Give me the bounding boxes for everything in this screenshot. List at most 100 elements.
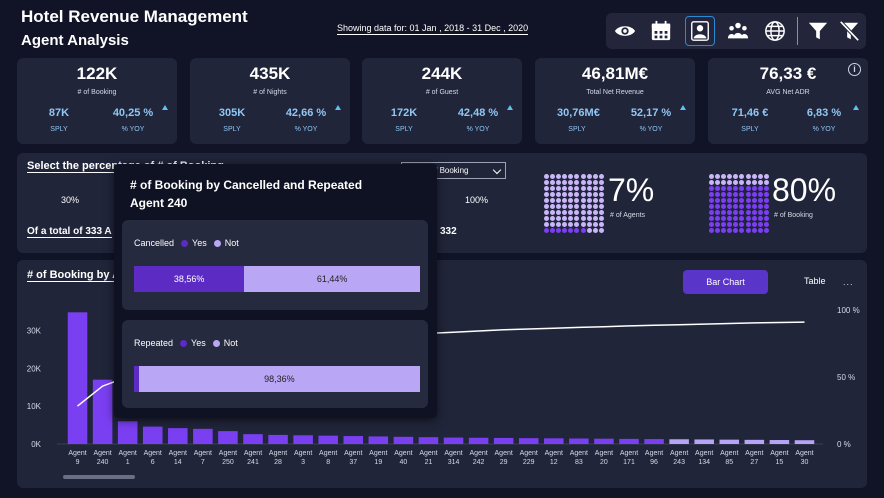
waffle-dot [543,227,549,233]
globe-icon[interactable] [760,16,790,46]
x-tick-label: Agent [645,450,663,457]
x-tick-label: 19 [374,459,382,466]
waffle-dot [555,203,561,209]
bar [619,438,639,444]
waffle-dot [555,197,561,203]
filter-icon[interactable] [803,16,833,46]
waffle-dot [580,179,586,185]
waffle-dot [586,197,592,203]
kpi-value: 244K [421,64,463,83]
x-tick-label: Agent [194,450,212,457]
waffle-dot [764,209,770,215]
horizontal-scrollbar [63,475,135,479]
waffle-dot [599,227,605,233]
bar-chart-button[interactable]: Bar Chart [683,270,768,294]
x-tick-label: 40 [400,459,408,466]
kpi-card: 244K # of Guest 172K SPLY 42,48 % % YOY [362,58,522,144]
waffle-dot [720,191,726,197]
kpi-yoy-value: 42,48 % [457,107,499,119]
kpi-sply-value: 172K [390,107,418,119]
total-agents-text: Of a total of 333 A [27,226,112,238]
x-tick-label: Agent [93,450,111,457]
waffle-dot [714,197,720,203]
bar [744,439,765,444]
waffle-dot [720,209,726,215]
calendar-icon[interactable] [646,16,676,46]
waffle-dot [574,197,580,203]
x-tick-label: Agent [469,450,487,457]
waffle-booking [708,173,770,233]
group-icon[interactable] [723,16,753,46]
waffle-dot [555,173,561,179]
kpi-value: 76,33 € [759,64,817,83]
x-tick-label: Agent [344,450,362,457]
waffle-dot [555,221,561,227]
kpi-yoy-value: 6,83 % [806,107,842,119]
slider-min-label: 30% [61,195,80,205]
waffle-dot [727,197,733,203]
date-range-label[interactable]: Showing data for: 01 Jan , 2018 - 31 Dec… [337,23,529,35]
waffle-dot [599,191,605,197]
pct-booking-label: # of Booking [774,212,813,219]
kpi-yoy-label: % YOY [466,126,490,133]
waffle-dot [568,185,574,191]
bar [493,437,514,444]
cancelled-label: Cancelled [134,238,175,248]
waffle-dot [727,227,733,233]
waffle-dot [751,209,757,215]
waffle-dot [720,227,726,233]
clear-filter-icon[interactable] [834,16,864,46]
waffle-dot [739,197,745,203]
waffle-dot [574,209,580,215]
waffle-dot [543,191,549,197]
up-arrow-icon [507,105,513,110]
kpi-yoy-label: % YOY [639,126,663,133]
waffle-dot [714,227,720,233]
waffle-dot [758,221,764,227]
waffle-dot [580,203,586,209]
waffle-dot [568,173,574,179]
waffle-dot [739,203,745,209]
x-tick-label: 8 [326,459,330,466]
waffle-dot [580,215,586,221]
waffle-dot [599,209,605,215]
kpi-sply-value: 30,76M€ [557,107,600,119]
y-tick-label: 20K [27,364,42,373]
waffle-dot [714,221,720,227]
person-icon[interactable] [685,16,715,46]
table-button[interactable]: Table [804,276,826,286]
waffle-dot [562,185,568,191]
waffle-dot [568,227,574,233]
waffle-dot [751,179,757,185]
waffle-dot [543,173,549,179]
waffle-dot [599,197,605,203]
kpi-value: 46,81M€ [581,64,649,83]
info-icon[interactable]: i [848,63,861,76]
cancelled-not-segment: 61,44% [244,266,420,292]
waffle-dot [727,173,733,179]
x-tick-label: 7 [201,459,205,466]
kpi-sply-value: 305K [218,107,246,119]
navigation-icon-bar [606,13,866,49]
kpi-yoy-value: 52,17 % [630,107,672,119]
waffle-dot [568,221,574,227]
x-tick-label: Agent [620,450,638,457]
eye-icon[interactable] [610,16,640,46]
waffle-dot [586,185,592,191]
waffle-dot [733,173,739,179]
tooltip-popup: # of Booking by Cancelled and Repeated A… [114,164,437,418]
not-legend-label: Not [223,338,238,348]
chevron-down-icon [492,165,502,175]
waffle-dot [720,203,726,209]
more-options-icon[interactable]: ... [843,277,854,287]
waffle-dot [739,215,745,221]
waffle-dot [708,197,714,203]
x-tick-label: Agent [745,450,763,457]
waffle-dot [733,197,739,203]
x-tick-label: Agent [495,450,513,457]
waffle-dot [593,227,599,233]
waffle-dot [708,221,714,227]
x-tick-label: 1 [126,459,130,466]
waffle-dot [708,209,714,215]
waffle-dot [586,179,592,185]
